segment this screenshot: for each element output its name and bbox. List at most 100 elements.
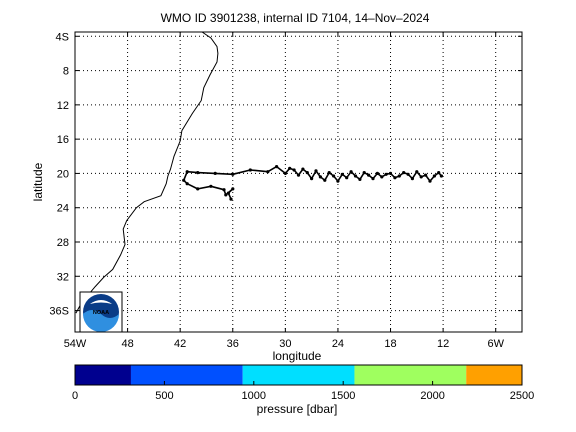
track-point xyxy=(388,171,393,175)
y-axis-label: latitude xyxy=(31,162,45,201)
colorbar-ticks: 0 500 1000 1500 2000 2500 xyxy=(72,381,534,402)
track-point xyxy=(367,173,371,177)
track-point xyxy=(345,176,349,180)
track-point xyxy=(296,173,301,177)
x-axis-label: longitude xyxy=(273,349,322,363)
track-point xyxy=(222,188,226,192)
track-point xyxy=(323,178,327,182)
plot-frame xyxy=(74,31,523,333)
track-point xyxy=(182,178,186,182)
colorbar-band xyxy=(242,365,355,385)
colorbar-tick-label: 1500 xyxy=(331,390,355,402)
colorbar-tick-label: 0 xyxy=(72,390,78,402)
track-point xyxy=(314,169,318,173)
track-point xyxy=(185,170,189,174)
track-point xyxy=(231,187,235,191)
x-tick-label: 30 xyxy=(279,338,291,350)
track-point xyxy=(424,173,428,177)
track-point xyxy=(248,168,252,172)
x-tick-label: 24 xyxy=(332,338,344,350)
track-point xyxy=(410,177,414,181)
x-tick-label: 36 xyxy=(227,338,239,350)
track-point xyxy=(327,171,331,175)
x-tick-label: 54W xyxy=(64,338,87,350)
colorbar-tick-label: 500 xyxy=(155,390,173,402)
track-point xyxy=(229,197,233,201)
colorbar-tick-label: 2000 xyxy=(420,390,444,402)
track-point xyxy=(402,171,406,175)
track-point xyxy=(432,174,436,178)
float-track xyxy=(182,165,443,201)
colorbar-band xyxy=(354,365,467,385)
track-point xyxy=(275,165,279,169)
x-tick-label: 42 xyxy=(174,338,186,350)
y-tick-label: 12 xyxy=(57,100,69,112)
track-point xyxy=(336,179,340,183)
track-point xyxy=(353,174,358,178)
colorbar-label: pressure [dbar] xyxy=(257,402,338,416)
track-point xyxy=(415,170,419,174)
colorbar-frame xyxy=(74,364,523,386)
colorbar-band xyxy=(466,365,522,385)
track-point xyxy=(380,175,384,179)
track-point xyxy=(371,177,375,181)
track-point xyxy=(310,177,314,181)
track-point xyxy=(397,174,401,178)
y-tick-label: 36S xyxy=(49,306,69,318)
track-point xyxy=(213,171,217,175)
x-tick-label: 48 xyxy=(121,338,133,350)
noaa-logo-text: NOAA xyxy=(93,310,109,316)
y-tick-label: 16 xyxy=(57,134,69,146)
track-point xyxy=(288,166,292,170)
track-point xyxy=(318,175,322,179)
plot-background xyxy=(75,32,522,332)
y-tick-label: 32 xyxy=(57,271,69,283)
colorbar-bands xyxy=(75,365,522,385)
noaa-logo: NOAA xyxy=(79,291,123,333)
track-point xyxy=(283,171,287,175)
track-point xyxy=(437,171,441,175)
track-point xyxy=(419,175,423,179)
track-point xyxy=(185,182,189,186)
track-point xyxy=(226,191,230,195)
track-point xyxy=(209,184,213,188)
track-point xyxy=(292,168,296,172)
axis-ticks: 54W 48 42 36 30 24 18 12 6W 4S 8 12 16 20 24 28 32 36S xyxy=(49,31,522,350)
x-tick-label: 18 xyxy=(384,338,396,350)
track-point xyxy=(196,187,200,191)
track-point xyxy=(375,171,379,175)
noaa-logo-wave xyxy=(83,310,119,332)
coastline-line xyxy=(75,31,219,314)
colorbar-tick-label: 1000 xyxy=(242,390,266,402)
pressure-colorbar: 0 500 1000 1500 2000 2500 pressure [dbar] xyxy=(72,364,534,416)
track-point xyxy=(362,171,366,175)
track-point xyxy=(332,174,336,178)
track-point xyxy=(406,172,410,176)
track-point xyxy=(224,193,228,197)
track-point xyxy=(349,170,353,174)
colorbar-band xyxy=(75,365,131,385)
colorbar-band xyxy=(130,365,243,385)
y-tick-label: 8 xyxy=(63,66,69,78)
map-plot-area: NOAA 54W 48 42 36 30 24 18 12 6W 4S 8 12 16 20 24 28 32 3… xyxy=(49,31,523,350)
track-point xyxy=(305,171,309,175)
colorbar-tick-label: 2500 xyxy=(510,390,534,402)
gridlines xyxy=(74,32,522,332)
track-point xyxy=(231,172,235,176)
track-point xyxy=(428,179,432,183)
track-point xyxy=(340,172,344,176)
coastline xyxy=(75,31,219,314)
track-point xyxy=(393,176,397,180)
track-point xyxy=(358,177,362,181)
track-point xyxy=(384,172,388,176)
chart-title: WMO ID 3901238, internal ID 7104, 14–Nov… xyxy=(161,11,430,25)
track-point xyxy=(266,170,270,174)
x-tick-label: 12 xyxy=(437,338,449,350)
track-point xyxy=(439,174,443,178)
track-point xyxy=(301,167,305,171)
y-tick-label: 24 xyxy=(57,203,69,215)
y-tick-label: 4S xyxy=(56,31,69,43)
y-tick-label: 28 xyxy=(57,237,69,249)
track-point xyxy=(196,171,200,175)
